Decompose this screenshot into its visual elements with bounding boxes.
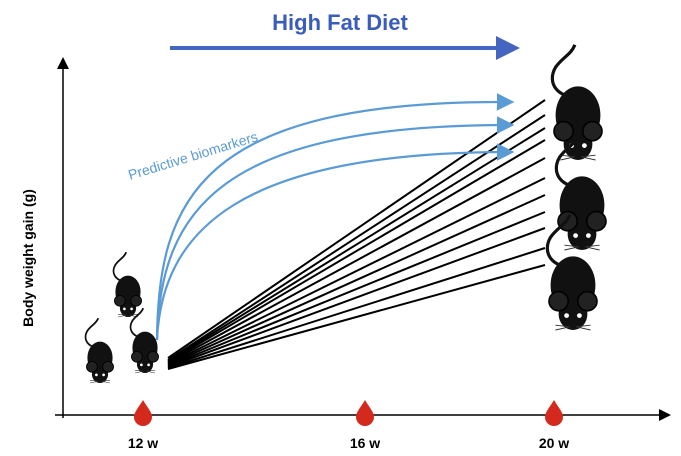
y-axis-label: Body weight gain (g) bbox=[20, 189, 36, 327]
growth-lines bbox=[167, 99, 546, 370]
time-label: 12 w bbox=[128, 435, 158, 451]
time-label: 16 w bbox=[350, 435, 380, 451]
mice bbox=[84, 43, 608, 384]
title: High Fat Diet bbox=[272, 10, 408, 35]
time-label: 20 w bbox=[539, 435, 569, 451]
biomarker-arrows bbox=[155, 93, 515, 341]
blood-drops bbox=[134, 400, 563, 426]
